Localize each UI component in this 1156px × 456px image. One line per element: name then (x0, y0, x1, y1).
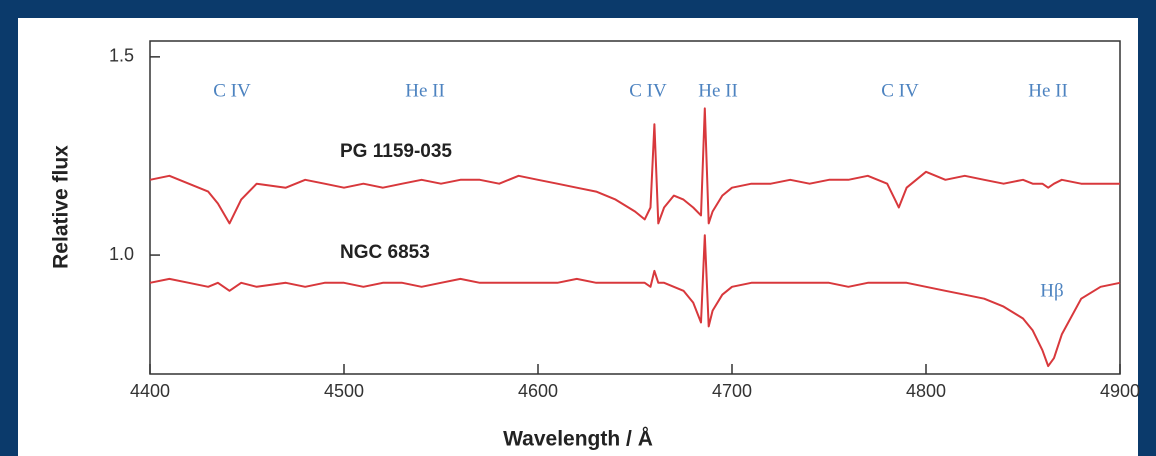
y-tick-label: 1.0 (109, 244, 134, 264)
line-annotation: He II (1028, 80, 1068, 101)
line-annotation: C IV (881, 80, 919, 101)
panel (18, 18, 1138, 456)
x-tick-label: 4500 (324, 381, 364, 401)
plot-frame (149, 40, 1121, 375)
line-annotation: He II (698, 80, 738, 101)
x-tick-label: 4400 (130, 381, 170, 401)
x-tick-label: 4700 (712, 381, 752, 401)
spectrum-line (149, 107, 1120, 225)
y-axis-label: Relative flux (50, 145, 73, 269)
line-annotation: Hβ (1040, 280, 1063, 301)
x-tick-label: 4600 (518, 381, 558, 401)
x-tick-label: 4800 (906, 381, 946, 401)
x-axis-label: Wavelength / Å (503, 427, 653, 451)
series-label: PG 1159-035 (340, 141, 452, 162)
line-annotation: C IV (213, 80, 251, 101)
spectrum-line (149, 234, 1121, 368)
line-annotation: C IV (629, 80, 667, 101)
x-tick-label: 4900 (1100, 381, 1140, 401)
series-label: NGC 6853 (340, 242, 430, 263)
line-annotation: He II (405, 80, 445, 101)
y-tick-label: 1.5 (109, 46, 134, 66)
